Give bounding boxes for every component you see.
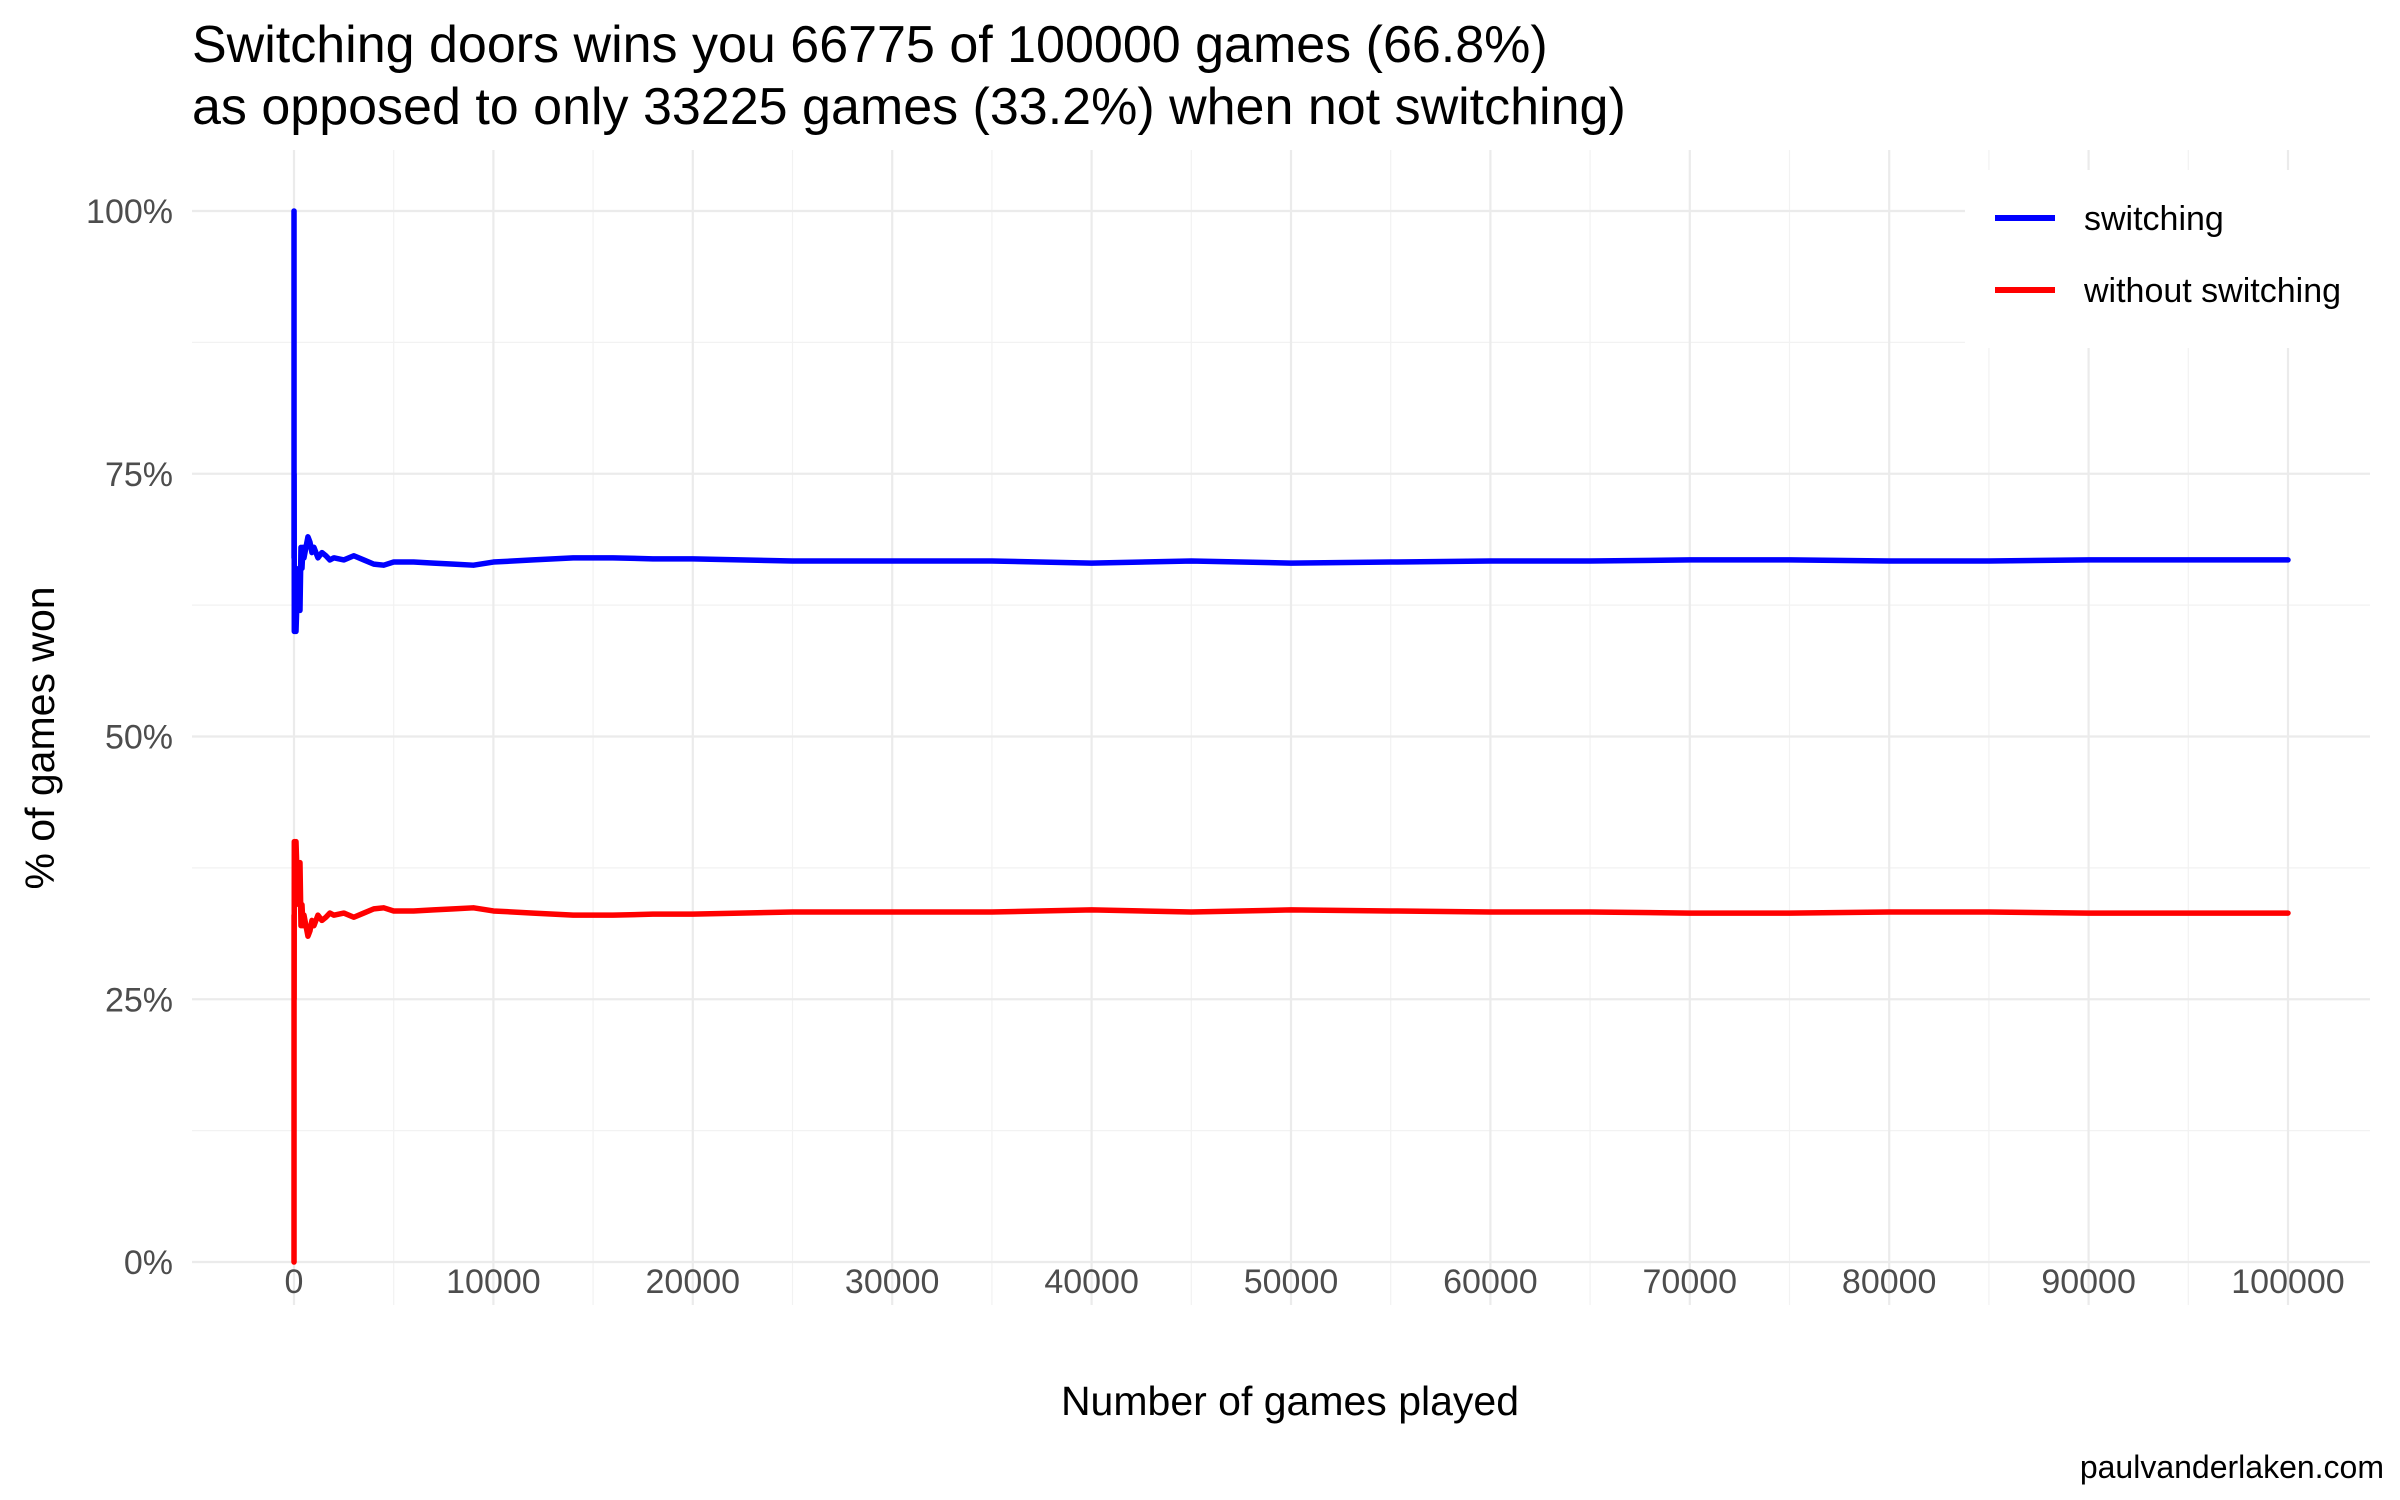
- x-axis-title: Number of games played: [1061, 1378, 1519, 1424]
- y-axis-title: % of games won: [17, 586, 63, 889]
- y-tick-label: 25%: [105, 981, 173, 1019]
- x-tick-label: 0: [285, 1263, 304, 1301]
- x-tick-label: 10000: [446, 1263, 541, 1301]
- x-tick-label: 40000: [1044, 1263, 1139, 1301]
- legend-label-switching: switching: [2084, 200, 2224, 238]
- y-axis-tick-labels: 0% 25% 50% 75% 100%: [86, 193, 173, 1282]
- legend-background: [1965, 170, 2385, 348]
- x-tick-label: 20000: [646, 1263, 741, 1301]
- legend: switching without switching: [1965, 170, 2385, 348]
- chart-title-line-1: Switching doors wins you 66775 of 100000…: [192, 16, 1548, 74]
- x-tick-label: 100000: [2231, 1263, 2344, 1301]
- y-tick-label: 100%: [86, 193, 173, 231]
- series-line-switching: [291, 208, 2291, 635]
- caption: paulvanderlaken.com: [2080, 1449, 2384, 1485]
- series-line-without-switching: [291, 838, 2291, 1265]
- x-tick-label: 70000: [1643, 1263, 1738, 1301]
- x-tick-label: 80000: [1842, 1263, 1937, 1301]
- chart-title-line-2: as opposed to only 33225 games (33.2%) w…: [192, 78, 1626, 136]
- series-lines: [291, 208, 2291, 1265]
- x-tick-label: 50000: [1244, 1263, 1339, 1301]
- x-tick-label: 60000: [1443, 1263, 1538, 1301]
- x-axis-tick-labels: 0 10000 20000 30000 40000 50000 60000 70000 8000…: [285, 1263, 2345, 1301]
- y-tick-label: 75%: [105, 456, 173, 494]
- x-tick-label: 90000: [2041, 1263, 2136, 1301]
- x-tick-label: 30000: [845, 1263, 940, 1301]
- y-tick-label: 50%: [105, 719, 173, 757]
- y-tick-label: 0%: [124, 1244, 173, 1282]
- legend-label-without-switching: without switching: [2083, 272, 2341, 310]
